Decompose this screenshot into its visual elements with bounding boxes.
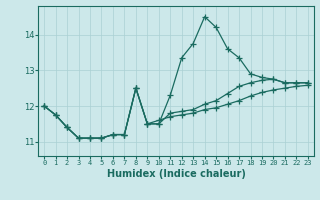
X-axis label: Humidex (Indice chaleur): Humidex (Indice chaleur) bbox=[107, 169, 245, 179]
